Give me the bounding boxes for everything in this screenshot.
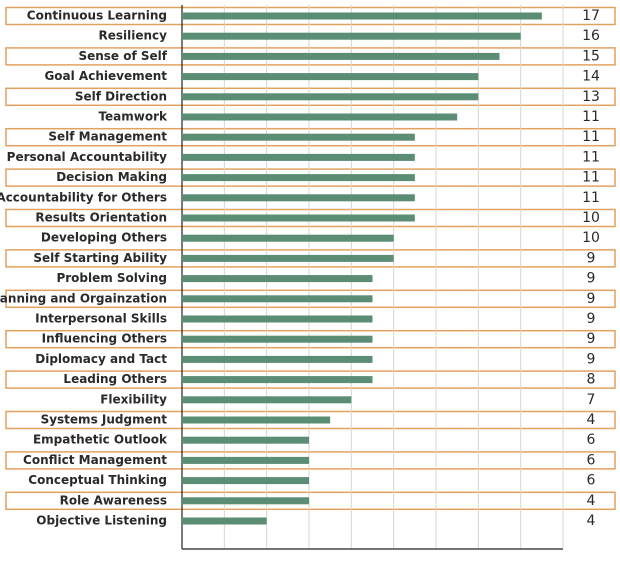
category-label: Conceptual Thinking xyxy=(28,473,167,487)
score-label: 13 xyxy=(582,89,600,105)
category-label: Continuous Learning xyxy=(27,9,167,23)
score-label: 7 xyxy=(587,392,596,408)
category-label: Leading Others xyxy=(63,372,167,386)
category-label: Accountability for Others xyxy=(0,190,167,204)
category-label: Results Orientation xyxy=(35,211,167,225)
bar xyxy=(182,113,458,121)
score-label: 11 xyxy=(582,109,600,125)
category-label: Role Awareness xyxy=(60,493,167,507)
row-box xyxy=(5,47,616,66)
score-label: 9 xyxy=(587,331,596,347)
category-label: Self Direction xyxy=(75,89,167,103)
category-label: Resiliency xyxy=(99,29,168,43)
score-label: 17 xyxy=(582,8,600,24)
bar xyxy=(182,32,521,40)
category-label: Conflict Management xyxy=(23,453,167,467)
score-label: 9 xyxy=(587,351,596,367)
row-box xyxy=(5,410,616,430)
row-box xyxy=(5,208,616,228)
category-label: Personal Accountability xyxy=(7,150,168,164)
row-box xyxy=(5,6,616,26)
bar xyxy=(182,497,309,505)
score-label: 6 xyxy=(587,473,596,489)
category-label: Self Management xyxy=(48,130,167,144)
score-label: 16 xyxy=(582,28,600,44)
score-label: 9 xyxy=(587,271,596,287)
bar xyxy=(182,275,373,283)
category-label: Planning and Orgainzation xyxy=(0,291,167,305)
score-label: 11 xyxy=(582,149,600,165)
category-label: Systems Judgment xyxy=(41,413,168,427)
bar xyxy=(182,52,500,60)
row-box xyxy=(5,329,616,349)
score-label: 9 xyxy=(587,311,596,327)
bar xyxy=(182,93,479,101)
score-label: 14 xyxy=(582,69,600,85)
bar xyxy=(182,416,331,424)
score-label: 10 xyxy=(582,230,600,246)
bar xyxy=(182,376,373,384)
bar xyxy=(182,153,415,161)
bar xyxy=(182,477,309,485)
category-label: Decision Making xyxy=(56,170,167,184)
bar xyxy=(182,295,373,303)
bar xyxy=(182,436,309,444)
category-label: Diplomacy and Tact xyxy=(35,352,167,366)
category-label: Developing Others xyxy=(41,231,167,245)
bar xyxy=(182,234,394,242)
category-label: Objective Listening xyxy=(36,514,167,528)
row-box xyxy=(5,451,616,470)
category-label: Influencing Others xyxy=(42,332,167,346)
category-label: Problem Solving xyxy=(56,271,167,285)
score-label: 4 xyxy=(587,493,596,509)
score-label: 6 xyxy=(587,452,596,468)
category-label: Flexibility xyxy=(100,392,167,406)
score-label: 10 xyxy=(582,210,600,226)
row-box xyxy=(5,168,616,187)
bar xyxy=(182,174,415,182)
bar xyxy=(182,194,415,202)
category-label: Self Starting Ability xyxy=(33,251,167,265)
category-label: Interpersonal Skills xyxy=(35,312,167,326)
bar xyxy=(182,133,415,141)
row-box xyxy=(5,289,616,309)
bar xyxy=(182,73,479,81)
score-label: 9 xyxy=(587,250,596,266)
score-label: 9 xyxy=(587,291,596,307)
bar xyxy=(182,12,542,20)
bar xyxy=(182,355,373,363)
row-box xyxy=(5,249,616,268)
bar xyxy=(182,396,352,404)
score-label: 8 xyxy=(587,372,596,388)
category-label: Sense of Self xyxy=(78,49,167,63)
bar xyxy=(182,254,394,262)
score-label: 11 xyxy=(582,170,600,186)
category-label: Goal Achievement xyxy=(44,69,167,83)
score-label: 4 xyxy=(587,412,596,428)
row-box xyxy=(5,491,616,511)
score-label: 15 xyxy=(582,48,600,64)
row-box xyxy=(5,87,616,107)
category-label: Teamwork xyxy=(98,110,168,124)
category-label: Empathetic Outlook xyxy=(33,433,168,447)
score-label: 11 xyxy=(582,129,600,145)
row-box xyxy=(5,370,616,389)
row-box xyxy=(5,127,616,147)
score-label: 4 xyxy=(587,513,596,529)
score-label: 11 xyxy=(582,190,600,206)
score-label: 6 xyxy=(587,432,596,448)
bar xyxy=(182,456,309,464)
bar xyxy=(182,517,267,525)
bar xyxy=(182,315,373,323)
bar xyxy=(182,335,373,343)
bar xyxy=(182,214,415,222)
